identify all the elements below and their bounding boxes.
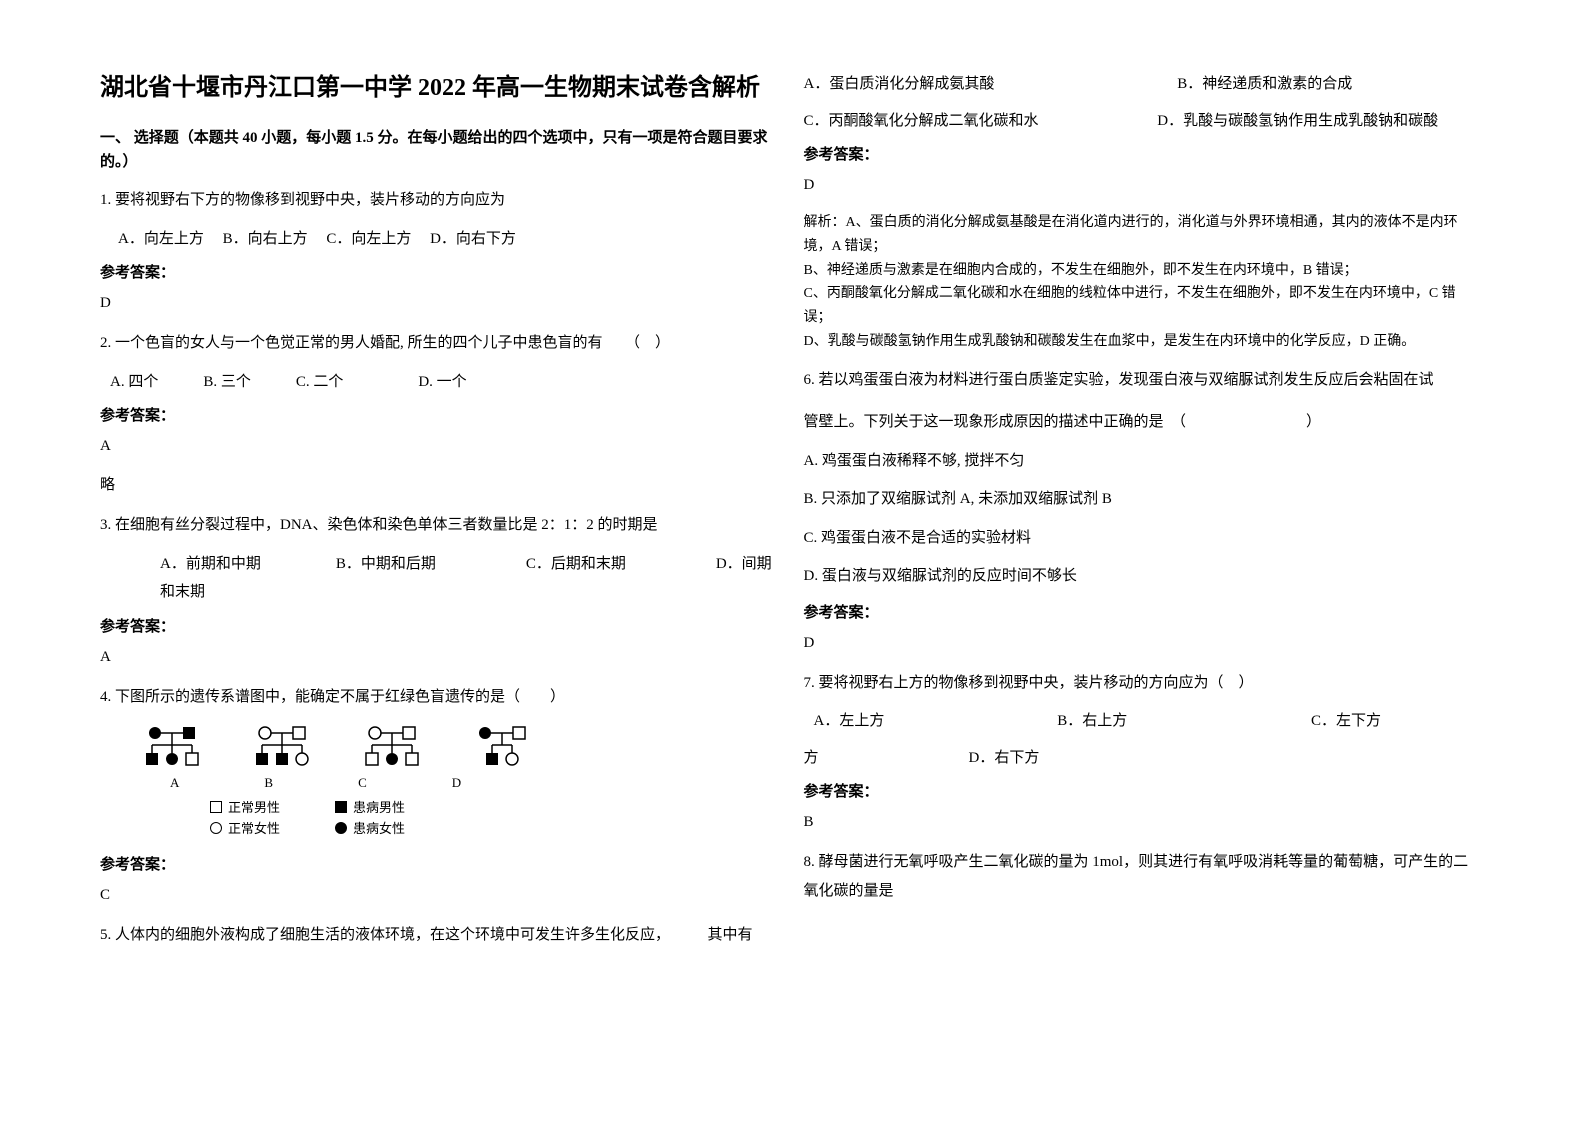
q2-options: A. 四个 B. 三个 C. 二个 D. 一个 bbox=[100, 368, 774, 397]
q6-optD: D. 蛋白液与双缩脲试剂的反应时间不够长 bbox=[804, 562, 1478, 591]
legend-normal-male-icon bbox=[210, 801, 222, 813]
pedigree-label-d: D bbox=[452, 775, 461, 791]
right-column: A．蛋白质消化分解成氨其酸 B．神经递质和激素的合成 C．丙酮酸氧化分解成二氧化… bbox=[804, 70, 1508, 1082]
pedigree-diagram: A B C D 正常男性 患病男性 正常女性 患病女性 bbox=[100, 715, 774, 845]
q6-optC: C. 鸡蛋蛋白液不是合适的实验材料 bbox=[804, 524, 1478, 553]
q1-answer: D bbox=[100, 290, 774, 317]
q5-optD: D．乳酸与碳酸氢钠作用生成乳酸钠和碳酸 bbox=[1157, 113, 1438, 129]
q7-optA: A．左上方 bbox=[804, 707, 1004, 736]
legend-normal-female: 正常女性 bbox=[228, 818, 280, 837]
q3-answer-label: 参考答案： bbox=[100, 615, 774, 636]
legend-affected-male: 患病男性 bbox=[353, 797, 405, 816]
q2-note: 略 bbox=[100, 472, 774, 499]
pedigree-legend-1: 正常男性 患病男性 bbox=[140, 797, 774, 816]
q6-answer-label: 参考答案： bbox=[804, 601, 1478, 622]
q5-options-row1: A．蛋白质消化分解成氨其酸 B．神经递质和激素的合成 bbox=[804, 70, 1478, 99]
q5-optC: C．丙酮酸氧化分解成二氧化碳和水 bbox=[804, 107, 1104, 136]
q4-answer-label: 参考答案： bbox=[100, 853, 774, 874]
q6-optB: B. 只添加了双缩脲试剂 A, 未添加双缩脲试剂 B bbox=[804, 485, 1478, 514]
q7-optC: C．左下方 bbox=[1311, 713, 1381, 729]
pedigree-a bbox=[140, 723, 210, 771]
q1-options: A．向左上方 B．向右上方 C．向左上方 D．向右下方 bbox=[100, 225, 774, 254]
q5-options-row2: C．丙酮酸氧化分解成二氧化碳和水 D．乳酸与碳酸氢钠作用生成乳酸钠和碳酸 bbox=[804, 107, 1478, 136]
legend-normal-female-icon bbox=[210, 822, 222, 834]
q3-text: 3. 在细胞有丝分裂过程中，DNA、染色体和染色单体三者数量比是 2：1：2 的… bbox=[100, 511, 774, 540]
pedigree-d bbox=[470, 723, 540, 771]
q3-answer: A bbox=[100, 644, 774, 671]
pedigree-legend-2: 正常女性 患病女性 bbox=[140, 818, 774, 837]
q1-text: 1. 要将视野右下方的物像移到视野中央，装片移动的方向应为 bbox=[100, 186, 774, 215]
left-column: 湖北省十堰市丹江口第一中学 2022 年高一生物期末试卷含解析 一、 选择题（本… bbox=[100, 70, 804, 1082]
q6-optA: A. 鸡蛋蛋白液稀释不够, 搅拌不匀 bbox=[804, 447, 1478, 476]
q5-explanation: 解析：A、蛋白质的消化分解成氨基酸是在消化道内进行的，消化道与外界环境相通，其内… bbox=[804, 211, 1478, 354]
section-1-header: 一、 选择题（本题共 40 小题，每小题 1.5 分。在每小题给出的四个选项中，… bbox=[100, 126, 774, 174]
legend-affected-male-icon bbox=[335, 801, 347, 813]
q8-text: 8. 酵母菌进行无氧呼吸产生二氧化碳的量为 1mol，则其进行有氧呼吸消耗等量的… bbox=[804, 848, 1478, 905]
q2-answer-label: 参考答案： bbox=[100, 404, 774, 425]
q6-answer: D bbox=[804, 630, 1478, 657]
q5-answer-label: 参考答案： bbox=[804, 143, 1478, 164]
pedigree-b bbox=[250, 723, 320, 771]
q7-answer: B bbox=[804, 809, 1478, 836]
pedigree-c bbox=[360, 723, 430, 771]
q7-text: 7. 要将视野右上方的物像移到视野中央，装片移动的方向应为（ ） bbox=[804, 669, 1478, 698]
q6-text1: 6. 若以鸡蛋蛋白液为材料进行蛋白质鉴定实验，发现蛋白液与双缩脲试剂发生反应后会… bbox=[804, 366, 1478, 395]
q2-answer: A bbox=[100, 433, 774, 460]
q5-answer: D bbox=[804, 172, 1478, 199]
exam-title: 湖北省十堰市丹江口第一中学 2022 年高一生物期末试卷含解析 bbox=[100, 70, 774, 106]
q7-optD: D．右下方 bbox=[969, 750, 1040, 766]
q5-optB: B．神经递质和激素的合成 bbox=[1177, 76, 1352, 92]
q1-answer-label: 参考答案： bbox=[100, 261, 774, 282]
q7-optB: B．右上方 bbox=[1057, 707, 1257, 736]
q5-optA: A．蛋白质消化分解成氨其酸 bbox=[804, 70, 1124, 99]
legend-normal-male: 正常男性 bbox=[228, 797, 280, 816]
pedigree-label-a: A bbox=[170, 775, 179, 791]
q4-text: 4. 下图所示的遗传系谱图中，能确定不属于红绿色盲遗传的是（ ） bbox=[100, 683, 774, 712]
legend-affected-female: 患病女性 bbox=[353, 818, 405, 837]
q6-text2: 管壁上。下列关于这一现象形成原因的描述中正确的是 （ ） bbox=[804, 408, 1478, 437]
pedigree-labels: A B C D bbox=[140, 775, 774, 791]
q7-answer-label: 参考答案： bbox=[804, 780, 1478, 801]
q5-text: 5. 人体内的细胞外液构成了细胞生活的液体环境，在这个环境中可发生许多生化反应，… bbox=[100, 921, 774, 950]
q7-options-row2: 方 D．右下方 bbox=[804, 744, 1478, 773]
q3-options: A．前期和中期 B．中期和后期 C．后期和末期 D．间期和末期 bbox=[100, 550, 774, 607]
q4-answer: C bbox=[100, 882, 774, 909]
q2-text: 2. 一个色盲的女人与一个色觉正常的男人婚配, 所生的四个儿子中患色盲的有 （ … bbox=[100, 329, 774, 358]
legend-affected-female-icon bbox=[335, 822, 347, 834]
q7-options-row1: A．左上方 B．右上方 C．左下方 bbox=[804, 707, 1478, 736]
pedigree-label-b: B bbox=[264, 775, 273, 791]
pedigree-label-c: C bbox=[358, 775, 367, 791]
